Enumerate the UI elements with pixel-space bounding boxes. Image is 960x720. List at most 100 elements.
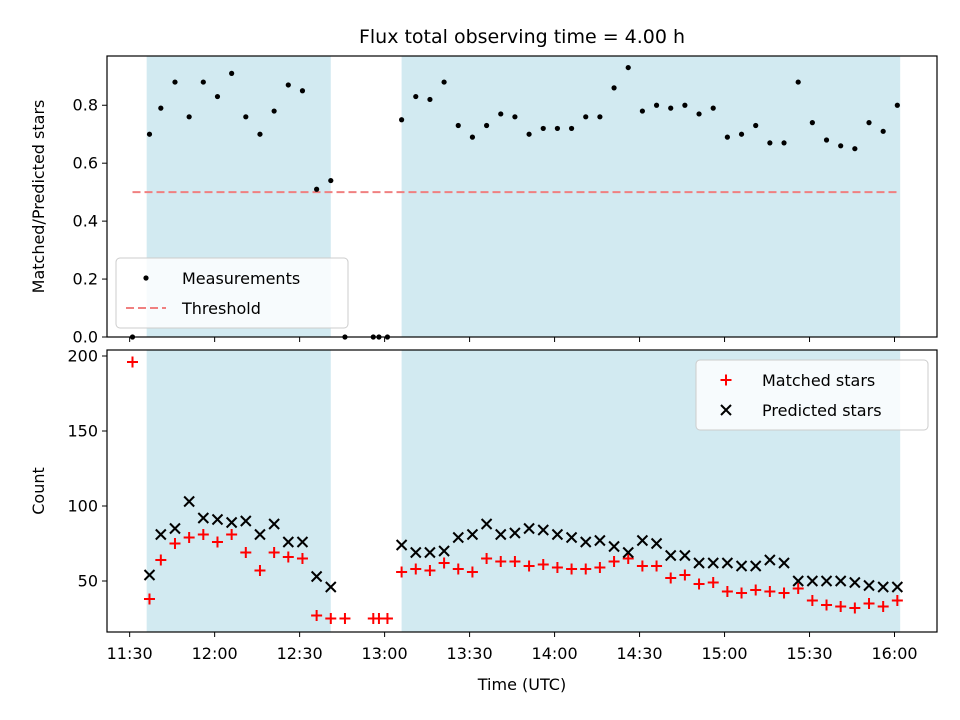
data-point xyxy=(186,114,192,120)
data-point xyxy=(778,557,790,569)
data-point xyxy=(710,105,716,111)
ratio-panel: 0.0 0.2 0.4 0.6 0.8 Matched/Predicted stars Me… xyxy=(29,55,938,347)
data-point xyxy=(781,140,787,146)
data-point xyxy=(268,518,280,530)
data-point xyxy=(894,102,900,108)
data-point xyxy=(537,524,549,536)
data-point xyxy=(568,125,575,132)
data-point xyxy=(693,557,705,569)
data-point xyxy=(849,576,861,589)
legend-swatch xyxy=(720,374,732,386)
y-tick-label: 100 xyxy=(67,497,98,516)
data-point xyxy=(512,114,518,120)
y-tick-label: 0.8 xyxy=(73,96,98,115)
data-point xyxy=(665,549,677,562)
data-point xyxy=(625,64,631,71)
x-tick-label: 15:00 xyxy=(701,644,747,663)
data-point xyxy=(806,575,819,587)
data-point xyxy=(622,553,634,564)
legend-entry: Predicted stars xyxy=(762,401,882,420)
data-point xyxy=(696,111,702,117)
data-point xyxy=(285,82,291,88)
data-point xyxy=(339,613,351,624)
data-point xyxy=(310,570,323,583)
data-point xyxy=(466,528,479,541)
data-point xyxy=(753,122,759,129)
data-point xyxy=(143,569,156,581)
y-tick-label: 0.2 xyxy=(73,270,98,289)
data-point xyxy=(852,146,858,152)
data-point xyxy=(866,120,872,126)
data-point xyxy=(495,528,507,541)
y-tick-label: 200 xyxy=(67,347,98,366)
data-point xyxy=(424,565,436,576)
data-point xyxy=(282,536,295,548)
data-point xyxy=(806,595,818,606)
data-point xyxy=(282,551,294,563)
data-point xyxy=(540,125,546,132)
data-point xyxy=(636,534,649,547)
data-point xyxy=(399,117,405,123)
data-point xyxy=(863,598,875,609)
data-point xyxy=(296,536,309,548)
data-point xyxy=(126,356,138,368)
x-tick-label: 13:00 xyxy=(362,644,408,663)
data-point xyxy=(580,563,592,575)
legend: Matched stars Predicted stars xyxy=(695,359,929,431)
data-point xyxy=(583,114,589,120)
data-point xyxy=(211,536,223,548)
data-point xyxy=(554,125,561,132)
data-point xyxy=(225,516,238,529)
data-point xyxy=(795,79,801,85)
data-point xyxy=(509,527,521,539)
data-point xyxy=(197,512,210,524)
data-point xyxy=(724,134,730,140)
data-point xyxy=(197,529,209,540)
data-point xyxy=(721,586,733,597)
data-point xyxy=(480,518,493,530)
data-point xyxy=(169,538,181,549)
data-point xyxy=(566,563,578,575)
x-tick-label: 11:30 xyxy=(107,644,153,663)
data-point xyxy=(651,560,663,572)
data-point xyxy=(809,120,815,126)
data-point xyxy=(311,610,323,621)
data-point xyxy=(413,93,419,100)
data-point xyxy=(466,566,478,578)
data-point xyxy=(849,602,861,614)
data-point xyxy=(509,556,521,567)
data-point xyxy=(580,536,592,548)
data-point xyxy=(226,529,238,540)
chart-title: Flux total observing time = 4.00 h xyxy=(359,26,685,48)
x-tick-label: 12:00 xyxy=(192,644,238,663)
data-point xyxy=(750,584,762,596)
data-point xyxy=(523,522,535,535)
data-point xyxy=(838,143,844,149)
data-point xyxy=(299,88,306,94)
data-point xyxy=(452,531,464,544)
data-point xyxy=(410,546,422,559)
data-point xyxy=(296,553,308,564)
data-point xyxy=(835,601,847,612)
data-point xyxy=(597,114,603,120)
y-tick-label: 50 xyxy=(78,572,98,591)
data-point xyxy=(254,528,266,541)
data-point xyxy=(594,562,606,573)
data-point xyxy=(792,575,804,587)
data-point xyxy=(721,557,734,569)
legend-swatch xyxy=(720,404,732,416)
y-axis-label: Count xyxy=(29,467,48,515)
data-point xyxy=(821,599,833,611)
shaded-interval xyxy=(146,350,331,632)
data-point xyxy=(410,563,422,575)
data-point xyxy=(396,566,408,578)
data-point xyxy=(736,587,748,599)
data-point xyxy=(257,131,263,137)
shaded-interval xyxy=(401,56,901,337)
data-point xyxy=(891,595,903,606)
data-point xyxy=(526,131,532,137)
data-point xyxy=(155,528,167,541)
data-point xyxy=(523,560,535,572)
legend: Measurements Threshold xyxy=(115,257,349,329)
